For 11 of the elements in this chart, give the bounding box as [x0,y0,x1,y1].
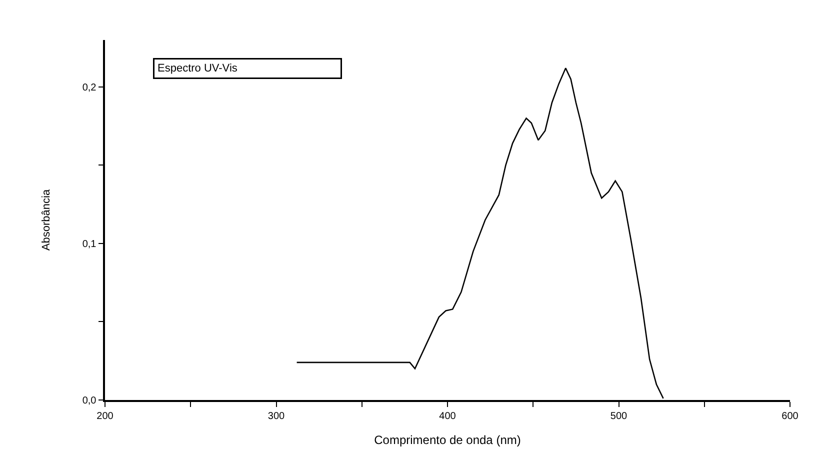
y-tick-label: 0,2 [82,82,97,94]
x-tick-label: 400 [439,410,456,422]
y-axis-title: Absorbância [40,188,52,251]
y-tick-label: 0,0 [82,396,97,406]
annotation: Espectro UV-Vis [158,62,238,74]
x-tick-label: 500 [610,410,628,422]
x-tick-label: 200 [96,410,114,422]
x-axis-title: Comprimento de onda (nm) [374,433,521,448]
x-tick-label: 600 [782,410,799,422]
x-tick-label: 300 [268,410,286,422]
y-tick-label: 0,1 [82,238,97,250]
